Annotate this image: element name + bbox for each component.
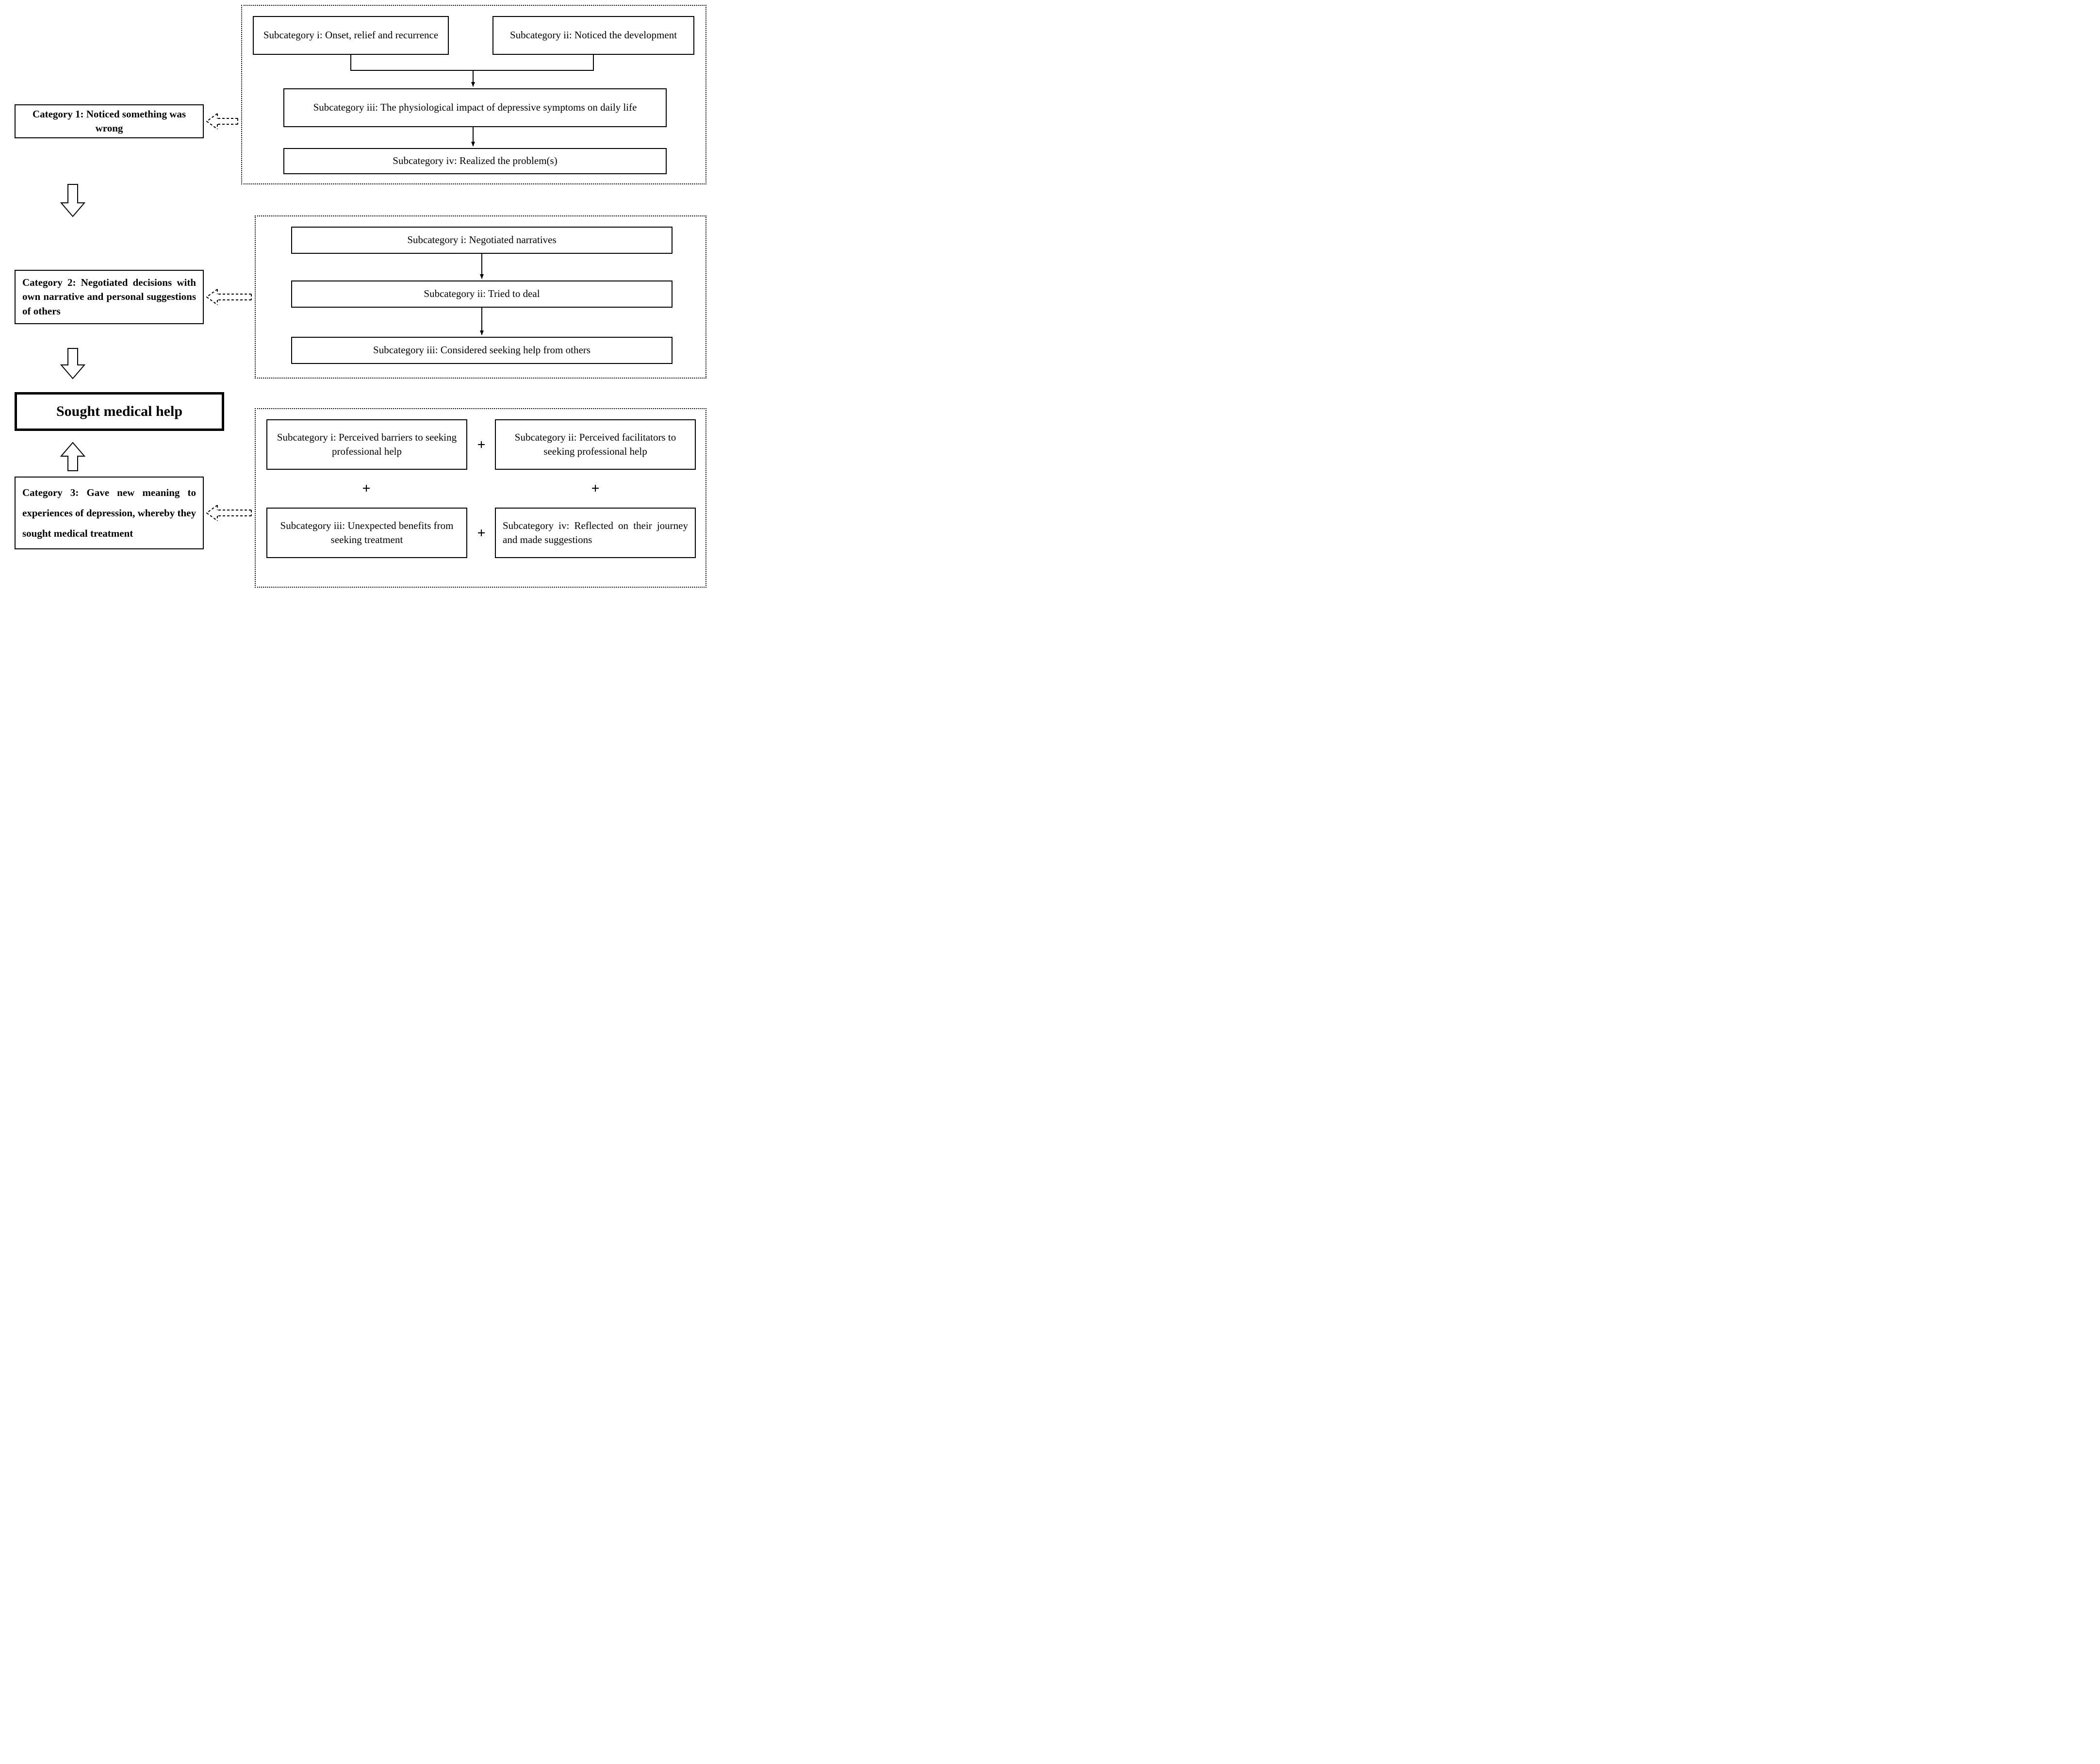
group2-sub2-box: Subcategory ii: Tried to deal bbox=[291, 280, 673, 308]
open-arrow-c1-c2 bbox=[61, 184, 84, 216]
open-arrow-c3-outcome bbox=[61, 443, 84, 471]
open-arrow-c2-outcome bbox=[61, 348, 84, 379]
group1-sub4-label: Subcategory iv: Realized the problem(s) bbox=[393, 154, 557, 168]
outcome-box: Sought medical help bbox=[15, 392, 224, 431]
group3-sub4-box: Subcategory iv: Reflected on their journ… bbox=[495, 508, 696, 558]
category-3-box: Category 3: Gave new meaning to experien… bbox=[15, 477, 204, 549]
group3-sub3-label: Subcategory iii: Unexpected benefits fro… bbox=[274, 519, 459, 547]
group2-sub1-box: Subcategory i: Negotiated narratives bbox=[291, 227, 673, 254]
group3-sub2-label: Subcategory ii: Perceived facilitators t… bbox=[503, 430, 688, 459]
outcome-label: Sought medical help bbox=[56, 403, 182, 420]
category-2-label: Category 2: Negotiated decisions with ow… bbox=[22, 276, 196, 318]
group2-sub1-label: Subcategory i: Negotiated narratives bbox=[407, 233, 556, 247]
category-3-label: Category 3: Gave new meaning to experien… bbox=[22, 482, 196, 544]
dashed-arrow-g2-c2 bbox=[207, 289, 251, 305]
dashed-arrow-g1-c1 bbox=[207, 114, 238, 129]
group1-sub2-label: Subcategory ii: Noticed the development bbox=[510, 28, 677, 42]
diagram-canvas: Category 1: Noticed something was wrong … bbox=[0, 0, 716, 602]
group1-sub3-label: Subcategory iii: The physiological impac… bbox=[313, 100, 637, 115]
dashed-arrow-g3-c3 bbox=[207, 505, 251, 521]
group2-sub2-label: Subcategory ii: Tried to deal bbox=[424, 287, 540, 301]
plus-1: + bbox=[474, 438, 489, 452]
group3-sub1-box: Subcategory i: Perceived barriers to see… bbox=[266, 419, 467, 470]
category-1-label: Category 1: Noticed something was wrong bbox=[22, 107, 196, 136]
category-1-box: Category 1: Noticed something was wrong bbox=[15, 104, 204, 138]
group1-sub1-box: Subcategory i: Onset, relief and recurre… bbox=[253, 16, 449, 55]
plus-2: + bbox=[359, 481, 374, 496]
group1-sub4-box: Subcategory iv: Realized the problem(s) bbox=[283, 148, 667, 174]
group3-sub3-box: Subcategory iii: Unexpected benefits fro… bbox=[266, 508, 467, 558]
group3-sub4-label: Subcategory iv: Reflected on their journ… bbox=[503, 519, 688, 547]
category-2-box: Category 2: Negotiated decisions with ow… bbox=[15, 270, 204, 324]
group1-sub3-box: Subcategory iii: The physiological impac… bbox=[283, 88, 667, 127]
group3-sub1-label: Subcategory i: Perceived barriers to see… bbox=[274, 430, 459, 459]
group1-sub1-label: Subcategory i: Onset, relief and recurre… bbox=[263, 28, 438, 42]
group1-sub2-box: Subcategory ii: Noticed the development bbox=[492, 16, 694, 55]
plus-4: + bbox=[474, 526, 489, 541]
group3-sub2-box: Subcategory ii: Perceived facilitators t… bbox=[495, 419, 696, 470]
plus-3: + bbox=[588, 481, 603, 496]
group2-sub3-label: Subcategory iii: Considered seeking help… bbox=[373, 343, 591, 357]
group2-sub3-box: Subcategory iii: Considered seeking help… bbox=[291, 337, 673, 364]
